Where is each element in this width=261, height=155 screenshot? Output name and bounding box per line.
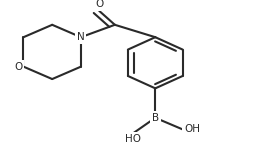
Text: O: O (95, 0, 103, 9)
Text: N: N (77, 32, 85, 42)
Text: B: B (152, 113, 159, 123)
Text: O: O (14, 62, 22, 72)
Text: OH: OH (184, 124, 200, 134)
Text: HO: HO (125, 134, 141, 144)
